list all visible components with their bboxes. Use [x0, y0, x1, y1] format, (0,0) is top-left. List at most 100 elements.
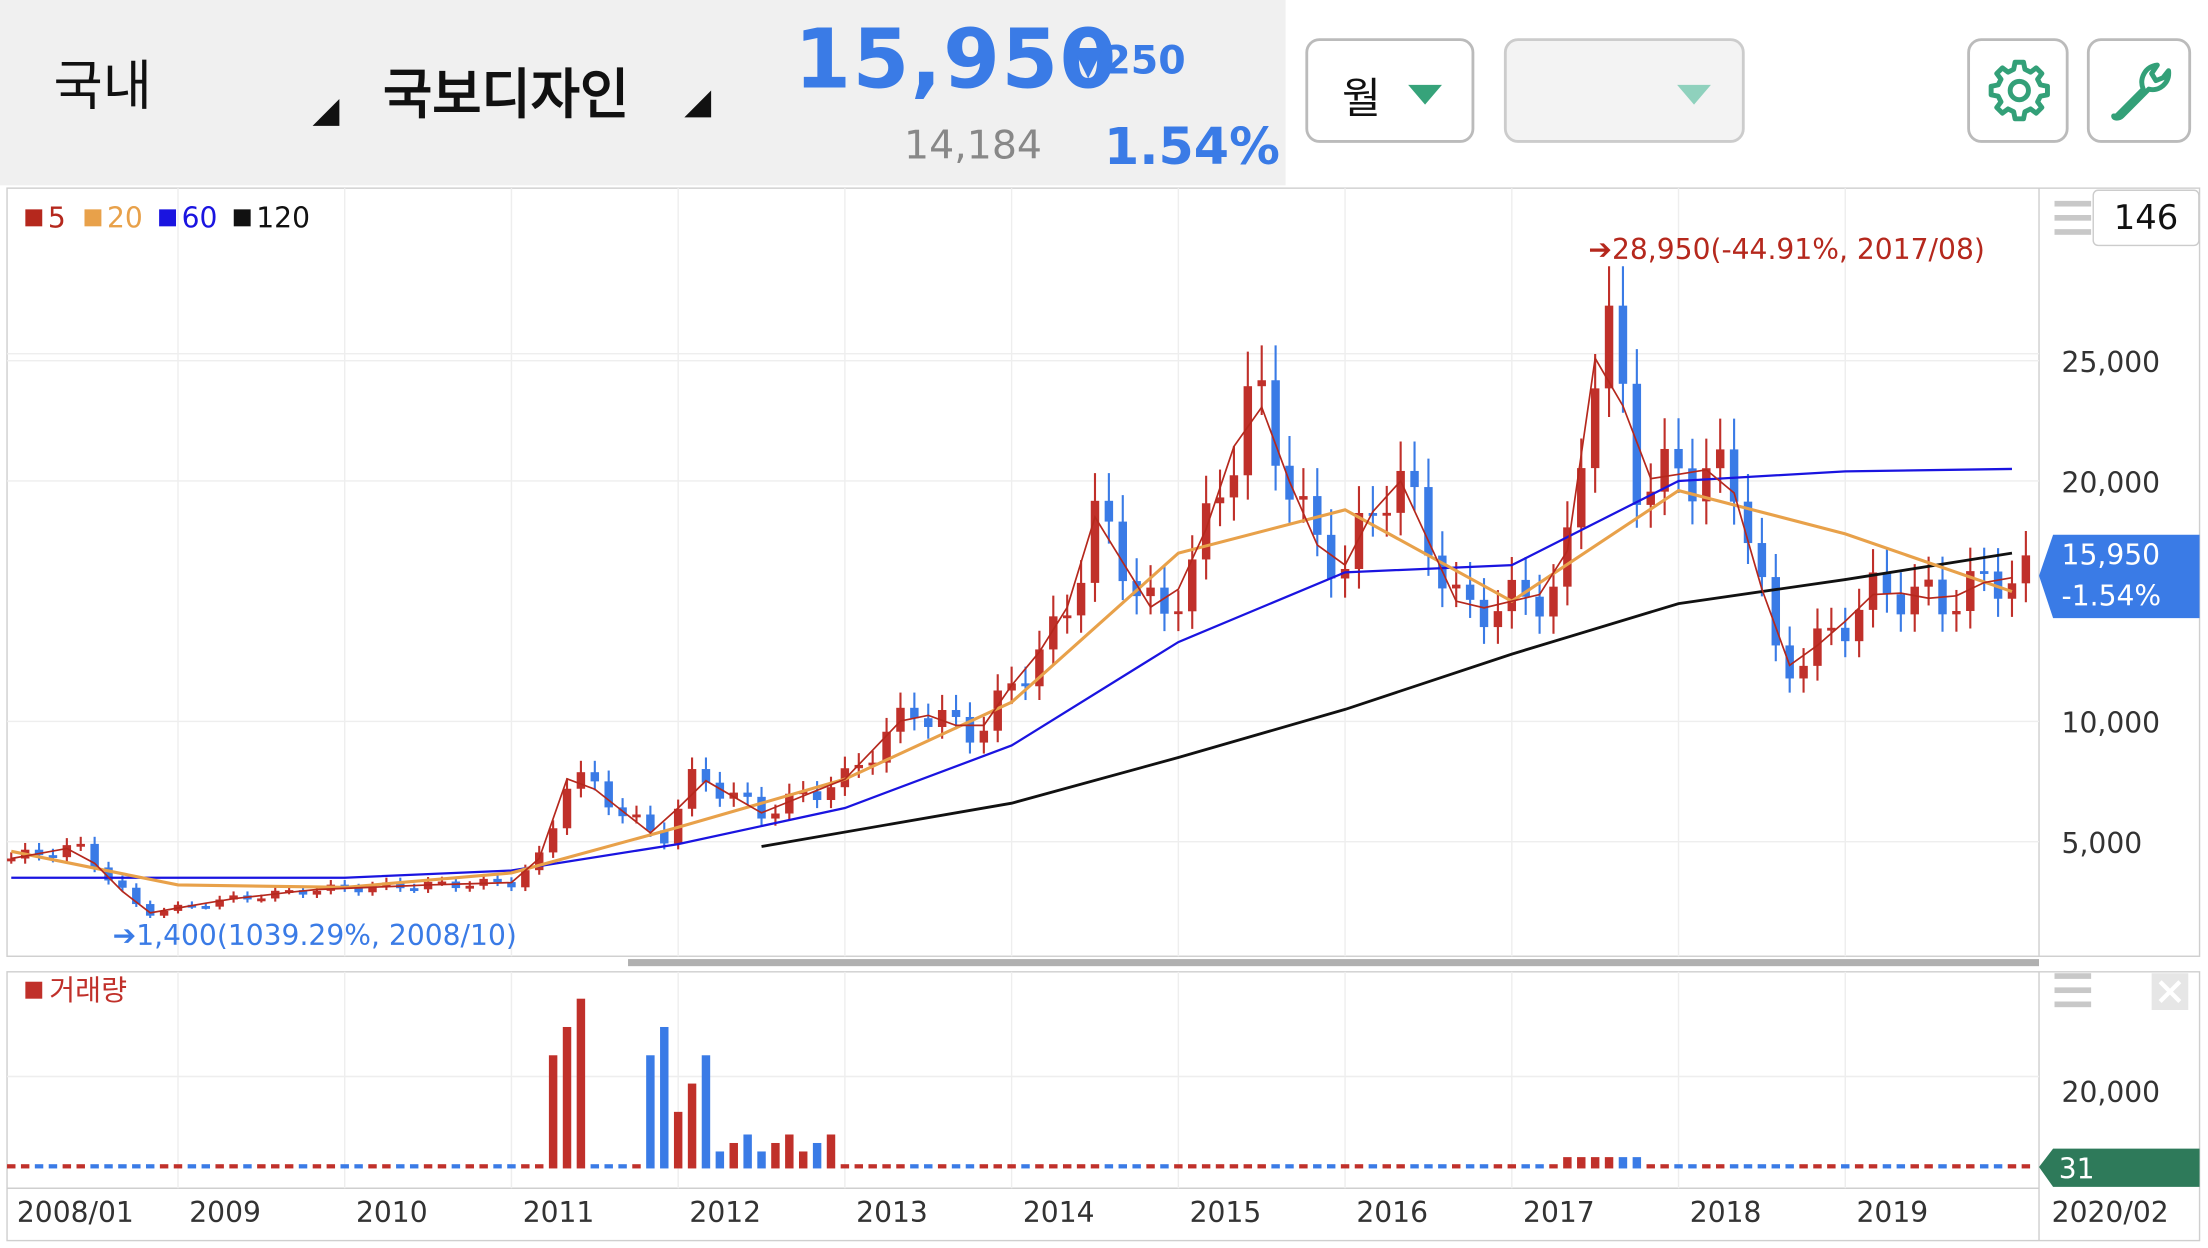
y-tick-label: 10,000: [2062, 707, 2161, 740]
volume-bar: [576, 998, 586, 1169]
candle-body: [312, 890, 322, 895]
volume-bar: [1215, 1164, 1225, 1169]
volume-bar: [1035, 1164, 1044, 1169]
volume-bar: [1590, 1157, 1600, 1169]
volume-bar: [1702, 1164, 1711, 1169]
volume-bar: [1507, 1164, 1517, 1169]
volume-bar: [271, 1164, 280, 1169]
market-selector[interactable]: 국내: [53, 55, 152, 118]
stock-dropdown-icon[interactable]: [684, 90, 712, 118]
volume-bar: [868, 1164, 877, 1169]
volume-bar: [1618, 1157, 1628, 1169]
volume-bar: [1493, 1164, 1503, 1169]
candle-body: [1396, 470, 1405, 513]
volume-bar: [1299, 1164, 1308, 1169]
candle-body: [215, 899, 224, 907]
candle-body: [1090, 500, 1100, 583]
candle-body: [1410, 470, 1419, 488]
x-tick-label: 2015: [1190, 1196, 1262, 1229]
candle-body: [1896, 594, 1906, 615]
candle-body: [1813, 628, 1822, 666]
x-tick-label: 2020/02: [2052, 1196, 2169, 1229]
candle-body: [1062, 615, 1072, 619]
volume-bar: [34, 1164, 44, 1169]
volume-bar: [437, 1164, 447, 1169]
candle-body: [993, 690, 1002, 731]
candle-body: [854, 764, 864, 769]
volume-bar: [1396, 1164, 1405, 1169]
volume-bar: [1632, 1157, 1642, 1169]
volume-bar: [1229, 1164, 1239, 1169]
candle-body: [1479, 599, 1489, 628]
volume-bar: [715, 1151, 725, 1169]
candle-body: [145, 904, 155, 916]
period-select[interactable]: 월: [1305, 38, 1475, 143]
candle-body: [159, 910, 169, 916]
candle-body: [1549, 586, 1558, 617]
volume-bar: [1966, 1164, 1975, 1169]
y-tick-label: 20,000: [2062, 466, 2161, 499]
volume-bar: [62, 1164, 72, 1169]
tools-button[interactable]: [2086, 38, 2192, 143]
volume-bar: [604, 1164, 613, 1169]
candle-body: [1076, 582, 1086, 616]
volume-bar: [90, 1164, 99, 1169]
period-value: 월: [1341, 74, 1381, 125]
volume-bar: [1729, 1164, 1739, 1169]
candle-body: [604, 781, 613, 808]
price-chart-svg: 25,000 20,000 10,000 5,000 20,000 2008/01 2009…: [6, 187, 2201, 1242]
candle-body: [1868, 572, 1878, 610]
volume-bar: [1438, 1164, 1447, 1169]
volume-bar: [743, 1134, 752, 1169]
candle-body: [632, 814, 641, 818]
candle-body: [785, 793, 794, 814]
volume-bar: [937, 1164, 947, 1169]
candle-body: [562, 788, 572, 829]
volume-bar: [729, 1142, 738, 1169]
volume-bar: [298, 1164, 308, 1169]
volume-current-tag: [2039, 1148, 2200, 1187]
menu-icon: [2054, 987, 2092, 994]
candle-body: [1368, 513, 1378, 516]
volume-legend-swatch: [25, 981, 43, 999]
volume-bar: [1104, 1164, 1114, 1169]
volume-bar: [896, 1164, 905, 1169]
candle-body: [743, 792, 752, 797]
volume-bar: [1257, 1164, 1266, 1169]
volume-bar: [104, 1164, 113, 1169]
candle-body: [979, 730, 989, 743]
x-tick-label: 2016: [1356, 1196, 1428, 1229]
menu-icon: [2054, 229, 2092, 235]
stock-name[interactable]: 국보디자인: [383, 63, 630, 126]
candle-body: [951, 710, 961, 717]
volume-bar: [132, 1164, 141, 1169]
visible-count-input[interactable]: 146: [2092, 189, 2200, 247]
candle-body: [7, 858, 16, 862]
menu-icon: [2054, 200, 2092, 207]
volume-bar: [1563, 1157, 1572, 1169]
volume-tick-label: 20,000: [2062, 1076, 2161, 1109]
ma60-line: [11, 467, 2012, 879]
candle-body: [132, 887, 141, 905]
settings-button[interactable]: [1967, 38, 2069, 143]
price-panel: [6, 187, 2201, 957]
candle-body: [576, 772, 586, 789]
candle-body: [1563, 527, 1572, 587]
volume-bar: [1715, 1164, 1725, 1169]
volume-bar: [1049, 1164, 1058, 1169]
legend-label-ma60: 60: [182, 202, 218, 235]
chart-area[interactable]: 25,000 20,000 10,000 5,000 20,000 2008/01 2009…: [0, 185, 2208, 1242]
candle-body: [1660, 448, 1669, 492]
volume-bar: [451, 1164, 461, 1169]
volume-bar: [1160, 1164, 1169, 1169]
candle-body: [298, 890, 308, 895]
volume-bar: [243, 1164, 252, 1169]
indicator-select[interactable]: [1503, 38, 1745, 143]
volume-bar: [1841, 1164, 1850, 1169]
candle-body: [1493, 611, 1503, 628]
volume-bar: [1549, 1164, 1558, 1169]
market-dropdown-icon[interactable]: [312, 99, 340, 126]
candle-body: [1021, 683, 1030, 687]
candle-body: [1854, 609, 1864, 642]
volume-bar: [1424, 1164, 1433, 1169]
